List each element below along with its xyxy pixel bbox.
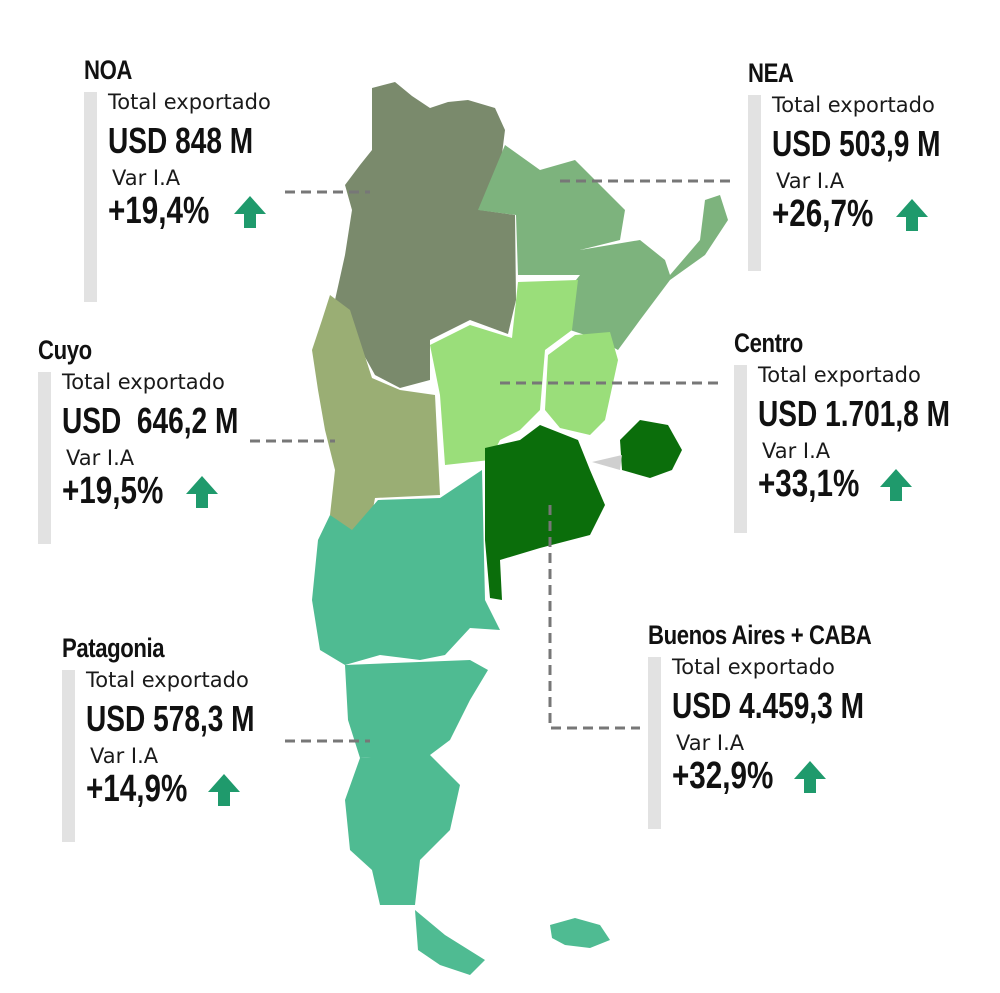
yoy-change-label: Var I.A <box>762 439 831 463</box>
up-arrow-icon <box>793 760 826 793</box>
region-name: NEA <box>748 58 794 88</box>
region-name: Buenos Aires + CABA <box>648 620 872 650</box>
caba-inset-pointer <box>592 455 622 470</box>
total-exported-label: Total exportado <box>86 668 249 692</box>
region-card-nea: NEA Total exportado USD 503,9 M Var I.A … <box>748 58 988 273</box>
yoy-change-label: Var I.A <box>66 446 135 470</box>
yoy-change-value: +19,5% <box>62 470 164 512</box>
yoy-change-value: +33,1% <box>758 463 860 505</box>
total-exported-label: Total exportado <box>62 370 225 394</box>
yoy-change-value: +19,4% <box>108 190 210 232</box>
region-nea-shape <box>478 145 728 350</box>
region-card-noa: NOA Total exportado USD 848 M Var I.A +1… <box>84 55 294 304</box>
region-malvinas-shape <box>550 918 610 948</box>
region-patagonia-shape <box>312 470 500 975</box>
region-name: Patagonia <box>62 633 165 663</box>
region-card-patagonia: Patagonia Total exportado USD 578,3 M Va… <box>62 633 302 844</box>
region-card-buenos-aires-caba: Buenos Aires + CABA Total exportado USD … <box>648 620 920 831</box>
total-exported-value: USD 4.459,3 M <box>672 685 864 726</box>
up-arrow-icon <box>895 198 928 231</box>
region-buenos-aires-shape <box>485 425 605 600</box>
yoy-change-value: +14,9% <box>86 768 188 810</box>
region-card-centro: Centro Total exportado USD 1.701,8 M Var… <box>734 328 1000 535</box>
up-arrow-icon <box>207 773 240 806</box>
total-exported-label: Total exportado <box>672 655 835 679</box>
leader-lines <box>250 179 735 743</box>
yoy-change-label: Var I.A <box>776 169 845 193</box>
up-arrow-icon <box>233 195 266 228</box>
total-exported-label: Total exportado <box>772 93 935 117</box>
yoy-change-value: +26,7% <box>772 193 874 235</box>
yoy-change-value: +32,9% <box>672 755 774 797</box>
total-exported-label: Total exportado <box>758 363 921 387</box>
up-arrow-icon <box>879 468 912 501</box>
region-name: Cuyo <box>38 335 92 365</box>
total-exported-value: USD 503,9 M <box>772 123 941 164</box>
region-name: Centro <box>734 328 803 358</box>
total-exported-value: USD 646,2 M <box>62 400 239 441</box>
yoy-change-label: Var I.A <box>112 166 181 190</box>
total-exported-label: Total exportado <box>108 90 271 114</box>
region-name: NOA <box>84 55 132 85</box>
total-exported-value: USD 1.701,8 M <box>758 393 950 434</box>
region-centro-shape <box>430 280 618 465</box>
region-caba-inset-shape <box>620 420 682 478</box>
yoy-change-label: Var I.A <box>90 744 159 768</box>
total-exported-value: USD 848 M <box>108 120 254 161</box>
yoy-change-label: Var I.A <box>676 731 745 755</box>
total-exported-value: USD 578,3 M <box>86 698 255 739</box>
up-arrow-icon <box>185 475 218 508</box>
region-cuyo-shape <box>312 295 440 535</box>
region-card-cuyo: Cuyo Total exportado USD 646,2 M Var I.A… <box>38 335 288 546</box>
region-noa-shape <box>335 82 516 388</box>
